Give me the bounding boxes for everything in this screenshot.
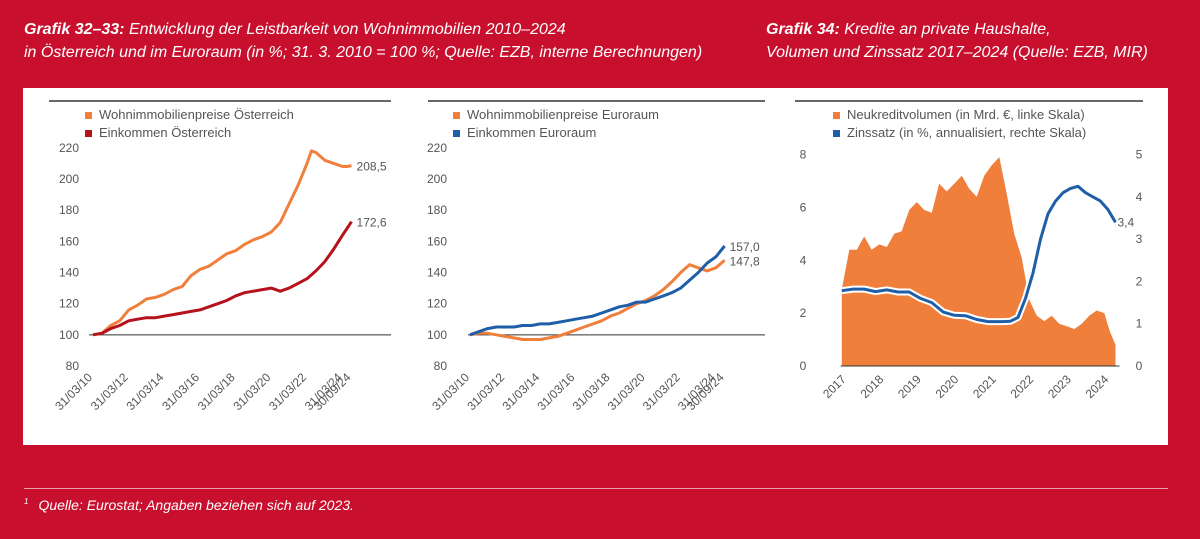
chart2-end-label-2: 157,0: [730, 240, 760, 254]
chart3-yleft-tick-4: 4: [800, 253, 807, 267]
chart3-xtick-2024: 2024: [1083, 372, 1112, 401]
chart3-yright-tick-0: 0: [1136, 359, 1143, 373]
chart2-line-2: [469, 245, 726, 337]
chart2-legend-swatch-1: [453, 112, 460, 119]
chart3-xtick-2020: 2020: [933, 372, 962, 401]
chart3-yright-tick-2: 2: [1136, 274, 1143, 288]
chart2-ytick-120: 120: [427, 297, 447, 311]
chart2-ytick-80: 80: [434, 359, 448, 373]
chart1-xtick-6: 31/03/20: [230, 370, 273, 413]
chart1-ytick-100: 100: [59, 328, 79, 342]
chart3-yleft-tick-2: 2: [800, 306, 807, 320]
chart1-end-label-1: 208,5: [357, 160, 387, 174]
chart2-ytick-220: 220: [427, 141, 447, 155]
heading-right-bold: Grafik 34:: [766, 21, 840, 38]
chart1-xtick-1: 31/03/10: [52, 370, 95, 413]
footnote: 1 Quelle: Eurostat; Angaben beziehen sich…: [24, 497, 354, 513]
chart1-legend-label-2: Einkommen Österreich: [99, 125, 231, 140]
chart3-yright-tick-5: 5: [1136, 148, 1143, 162]
chart1-xtick-3: 31/03/14: [124, 370, 167, 413]
footnote-text: Quelle: Eurostat; Angaben beziehen sich …: [38, 497, 354, 513]
chart2-line-1: [469, 259, 726, 341]
chart3-end-label-interest: 3,4: [1118, 215, 1135, 229]
chart3-xtick-2018: 2018: [858, 372, 887, 401]
heading-right-line2: Volumen und Zinssatz 2017–2024 (Quelle: …: [766, 44, 1148, 61]
chart1-ytick-200: 200: [59, 172, 79, 186]
chart3-yright-tick-1: 1: [1136, 317, 1143, 331]
heading-left-bold: Grafik 32–33:: [24, 21, 125, 38]
chart3-yleft-tick-0: 0: [800, 359, 807, 373]
chart1-ytick-140: 140: [59, 265, 79, 279]
chart3-line-interest: [841, 184, 1117, 324]
chart2-xtick-6: 31/03/20: [605, 370, 648, 413]
chart1-legend-swatch-1: [85, 112, 92, 119]
chart2-ytick-180: 180: [427, 203, 447, 217]
chart3-xtick-2023: 2023: [1045, 372, 1074, 401]
chart1-xtick-5: 31/03/18: [195, 370, 238, 413]
chart1-ytick-160: 160: [59, 234, 79, 248]
chart2-ytick-100: 100: [427, 328, 447, 342]
chart3-area-volume: [841, 157, 1116, 366]
chart2-xtick-7: 31/03/22: [640, 370, 683, 413]
chart1-legend-label-1: Wohnimmobilienpreise Österreich: [99, 107, 294, 122]
chart1-xtick-2: 31/03/12: [88, 370, 131, 413]
chart1-ytick-180: 180: [59, 203, 79, 217]
chart3-yleft-tick-6: 6: [800, 200, 807, 214]
chart3-yleft-tick-8: 8: [800, 148, 807, 162]
heading-left-line2: in Österreich und im Euroraum (in %; 31.…: [24, 44, 703, 61]
chart2-ytick-140: 140: [427, 265, 447, 279]
chart2-xtick-1: 31/03/10: [429, 370, 472, 413]
chart3-legend-label-2: Zinssatz (in %, annualisiert, rechte Ska…: [847, 125, 1086, 140]
chart1-ytick-120: 120: [59, 297, 79, 311]
chart1-xtick-4: 31/03/16: [159, 370, 202, 413]
chart3-xtick-2021: 2021: [970, 372, 999, 401]
chart3-xtick-2022: 2022: [1008, 372, 1037, 401]
chart2-legend-label-2: Einkommen Euroraum: [467, 125, 596, 140]
chart3-xtick-2019: 2019: [895, 372, 924, 401]
chart1-end-label-2: 172,6: [357, 216, 387, 230]
heading-left: Grafik 32–33: Entwicklung der Leistbarke…: [24, 18, 702, 64]
chart3-yright-tick-4: 4: [1136, 190, 1143, 204]
chart2-ytick-200: 200: [427, 172, 447, 186]
chart2-xtick-5: 31/03/18: [570, 370, 613, 413]
chart2-legend-label-1: Wohnimmobilienpreise Euroraum: [467, 107, 659, 122]
chart2-ytick-160: 160: [427, 234, 447, 248]
chart1-xtick-7: 31/03/22: [266, 370, 309, 413]
charts-svg: Wohnimmobilienpreise Österreich Einkommen…: [49, 100, 1143, 413]
footnote-divider: [24, 488, 1168, 489]
chart3-legend-swatch-1: [833, 112, 840, 119]
chart3-yright-tick-3: 3: [1136, 232, 1143, 246]
chart1-ytick-80: 80: [66, 359, 80, 373]
chart-panel: Wohnimmobilienpreise Österreich Einkommen…: [23, 88, 1168, 445]
chart3-legend-label-1: Neukreditvolumen (in Mrd. €, linke Skala…: [847, 107, 1085, 122]
heading-right: Grafik 34: Kredite an private Haushalte,…: [766, 18, 1148, 64]
chart1-legend-swatch-2: [85, 130, 92, 137]
chart2-xtick-2: 31/03/12: [464, 370, 507, 413]
heading-right-line1: Kredite an private Haushalte,: [839, 21, 1051, 38]
chart3-legend-swatch-2: [833, 130, 840, 137]
chart2-end-label-1: 147,8: [730, 254, 760, 268]
heading-left-line1: Entwicklung der Leistbarkeit von Wohnimm…: [124, 21, 566, 38]
chart1-ytick-220: 220: [59, 141, 79, 155]
chart2-legend-swatch-2: [453, 130, 460, 137]
chart1-line-1: [92, 149, 352, 337]
chart2-xtick-3: 31/03/14: [499, 370, 542, 413]
footnote-marker: 1: [24, 497, 29, 506]
chart3-xtick-2017: 2017: [820, 372, 849, 401]
chart2-xtick-4: 31/03/16: [535, 370, 578, 413]
chart1-line-2: [92, 220, 353, 337]
